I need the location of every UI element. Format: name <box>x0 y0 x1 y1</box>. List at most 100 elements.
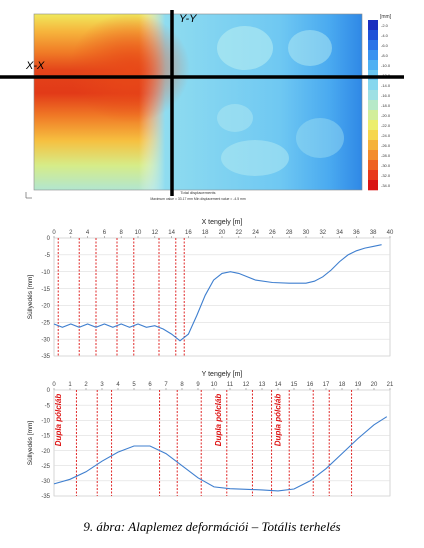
x-tick-label: 14 <box>275 382 282 388</box>
x-tick-label: 4 <box>116 382 120 388</box>
x-tick-label: 24 <box>252 230 259 236</box>
legend-swatch <box>368 120 378 131</box>
x-tick-label: 21 <box>387 382 394 388</box>
y-axis-label: Süllyedés [mm] <box>27 275 34 320</box>
x-tick-label: 30 <box>303 230 310 236</box>
y-tick-label: 0 <box>47 236 51 242</box>
figure-caption: 9. ábra: Alaplemez deformációi – Totális… <box>83 519 341 534</box>
x-tick-label: 1 <box>68 382 72 388</box>
x-tick-label: 18 <box>339 382 346 388</box>
y-tick-label: -15 <box>41 434 50 440</box>
x-tick-label: 3 <box>100 382 104 388</box>
legend-swatch <box>368 50 378 61</box>
x-tick-label: 5 <box>132 382 136 388</box>
legend-swatch <box>368 170 378 181</box>
contour-footer-line1: Total displacements <box>180 190 215 195</box>
section-label-yy: Y-Y <box>179 13 197 25</box>
section-lines: X-X Y-Y <box>0 10 404 196</box>
x-tick-label: 10 <box>211 382 218 388</box>
x-tick-label: 0 <box>52 382 56 388</box>
legend-label: -32.0 <box>381 173 391 178</box>
plot-area <box>53 237 391 357</box>
x-tick-label: 28 <box>286 230 293 236</box>
section-label-xx: X-X <box>25 60 45 72</box>
legend-swatch <box>368 160 378 171</box>
x-tick-label: 20 <box>219 230 226 236</box>
x-tick-label: 26 <box>269 230 276 236</box>
y-tick-label: 0 <box>47 388 51 394</box>
axis-title: X tengely [m] <box>202 219 243 226</box>
legend-swatch <box>368 130 378 141</box>
legend-swatch <box>368 140 378 151</box>
x-tick-label: 32 <box>319 230 326 236</box>
legend-label: -28.0 <box>381 153 391 158</box>
y-tick-label: -35 <box>41 494 50 500</box>
legend-swatch <box>368 180 378 191</box>
legend-swatch <box>368 90 378 101</box>
y-axis-label: Süllyedés [mm] <box>27 421 34 466</box>
legend-label: -16.0 <box>381 93 391 98</box>
legend-label: -2.0 <box>381 23 389 28</box>
legend-label: -4.0 <box>381 33 389 38</box>
legend-swatch <box>368 60 378 71</box>
annotation-label: Dupla pólcláb <box>214 394 223 447</box>
y-tick-label: -25 <box>41 464 50 470</box>
x-tick-label: 36 <box>353 230 360 236</box>
y-tick-label: -25 <box>41 320 50 326</box>
x-tick-label: 4 <box>86 230 90 236</box>
x-tick-label: 40 <box>387 230 394 236</box>
legend-swatch <box>368 80 378 91</box>
legend-label: -30.0 <box>381 163 391 168</box>
legend-label: -10.0 <box>381 63 391 68</box>
y-tick-label: -30 <box>41 337 50 343</box>
x-tick-label: 14 <box>168 230 175 236</box>
x-tick-label: 20 <box>371 382 378 388</box>
axis-title: Y tengely [m] <box>202 371 243 378</box>
legend-swatch <box>368 40 378 51</box>
displacement-contour-figure: [mm] -2.0-4.0-6.0-8.0-10.0-12.0-14.0-16.… <box>25 13 392 201</box>
legend-swatch <box>368 150 378 161</box>
legend-swatch <box>368 70 378 81</box>
y-tick-label: -35 <box>41 354 50 360</box>
annotation-label: Dupla pólcláb <box>273 394 282 447</box>
y-tick-label: -5 <box>45 253 51 259</box>
x-tick-label: 6 <box>103 230 107 236</box>
y-tick-label: -20 <box>41 449 50 455</box>
x-tick-label: 8 <box>120 230 124 236</box>
y-tick-label: -10 <box>41 418 50 424</box>
legend-unit: [mm] <box>380 14 392 20</box>
legend-label: -24.0 <box>381 133 391 138</box>
x-tick-label: 10 <box>135 230 142 236</box>
legend-swatch <box>368 100 378 111</box>
contour-footer-line2: Maximum value = 33.17 mm Min displacemen… <box>150 197 246 201</box>
x-tick-label: 7 <box>164 382 168 388</box>
legend-label: -20.0 <box>381 113 391 118</box>
x-tick-label: 9 <box>196 382 200 388</box>
x-tick-label: 0 <box>52 230 56 236</box>
x-tick-label: 6 <box>148 382 152 388</box>
legend-label: -26.0 <box>381 143 391 148</box>
x-tick-label: 11 <box>227 382 234 388</box>
y-tick-label: -10 <box>41 270 50 276</box>
x-tick-label: 8 <box>180 382 184 388</box>
x-tick-label: 12 <box>151 230 158 236</box>
x-tick-label: 34 <box>336 230 343 236</box>
legend-label: -6.0 <box>381 43 389 48</box>
x-tick-label: 16 <box>307 382 314 388</box>
y-tick-label: -15 <box>41 287 50 293</box>
legend-label: -14.0 <box>381 83 391 88</box>
x-tick-label: 2 <box>84 382 88 388</box>
legend-label: -8.0 <box>381 53 389 58</box>
x-axis-settlement-chart: 0-5-10-15-20-25-30-350 2 4 6 8 10 12 14 16 18 20 22… <box>27 219 394 360</box>
x-tick-label: 2 <box>69 230 73 236</box>
y-axis-settlement-chart: 0-5-10-15-20-25-30-350 1 2 3 4 5 6 7 8 9 10 11 12 13 1… <box>27 371 394 500</box>
legend-label: -22.0 <box>381 123 391 128</box>
color-legend <box>368 20 378 191</box>
annotation-label: Dupla pólcláb <box>54 394 63 447</box>
x-tick-label: 18 <box>202 230 209 236</box>
settlement-series-line <box>53 416 388 492</box>
x-tick-label: 16 <box>185 230 192 236</box>
x-tick-label: 17 <box>323 382 330 388</box>
legend-swatch <box>368 20 378 31</box>
y-tick-label: -20 <box>41 304 50 310</box>
